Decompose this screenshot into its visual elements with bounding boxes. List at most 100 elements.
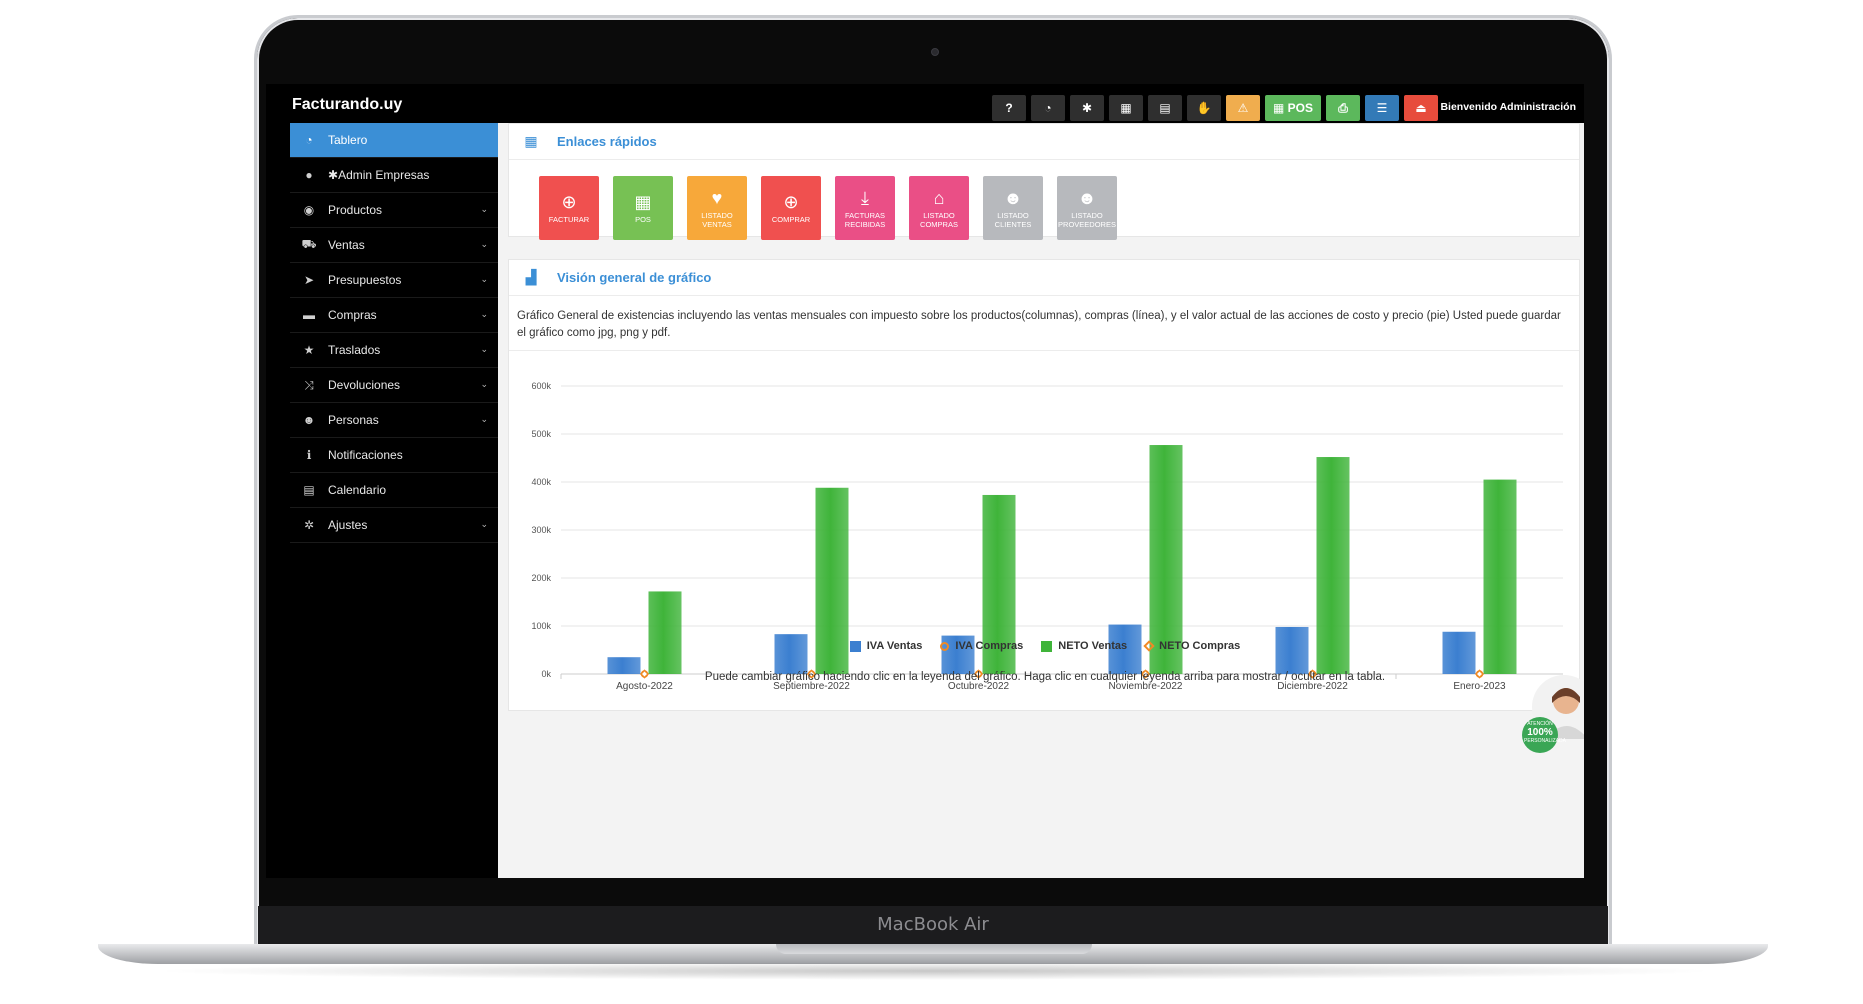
x-tick-label: Diciembre-2022 (1277, 681, 1348, 692)
dashboard-button[interactable]: ◔ (1030, 95, 1065, 121)
bar-iva-ventas (1275, 626, 1309, 674)
quick-link-facturar[interactable]: ⊕ FACTURAR (539, 176, 599, 240)
bar-iva-ventas (774, 634, 808, 674)
sidebar-item-ajustes[interactable]: ✲ Ajustes ⌄ (290, 508, 498, 543)
grid-icon: ▦ (524, 133, 538, 149)
help-button[interactable]: ? (991, 95, 1026, 121)
quick-links-title: Enlaces rápidos (557, 134, 657, 149)
sidebar-item-presupuestos[interactable]: ➤ Presupuestos ⌄ (290, 263, 498, 298)
point-neto-compras (639, 669, 650, 679)
calendar-button[interactable]: ▤ (1147, 95, 1182, 121)
product-icon: ◉ (303, 203, 315, 217)
chart-panel: ▟ Visión general de gráfico Gráfico Gene… (508, 259, 1580, 711)
x-tick-label: Agosto-2022 (616, 681, 673, 692)
point-neto-compras (1140, 669, 1151, 679)
sidebar-item-ventas[interactable]: ⛟ Ventas ⌄ (290, 228, 498, 263)
bar-neto-ventas (648, 591, 682, 674)
x-tick-label: Septiembre-2022 (773, 681, 850, 692)
legend-item-neto-compras[interactable]: NETO Compras (1143, 640, 1241, 652)
quick-link-comprar[interactable]: ⊕ COMPRAR (761, 176, 821, 240)
support-badge-text: ATENCIÓN 100% PERSONALIZADA (1524, 721, 1566, 744)
gears-icon: ✱ (328, 168, 339, 182)
printer-button[interactable]: ⎙ (1326, 95, 1360, 121)
warning-button[interactable]: ⚠ (1225, 95, 1260, 121)
quick-link-label: LISTADO CLIENTES (994, 210, 1032, 229)
bar-neto-ventas (1483, 479, 1517, 674)
sidebar-item-label: Calendario (328, 483, 387, 497)
card-icon: ▬ (303, 308, 315, 322)
welcome-text[interactable]: Bienvenido Administración (1440, 101, 1576, 113)
quick-link-facturas-recibidas[interactable]: ⤓ FACTURAS RECIBIDAS (835, 176, 895, 240)
legend-item-iva-ventas[interactable]: IVA Ventas (849, 640, 922, 652)
send-icon: ➤ (303, 273, 315, 287)
sidebar-item-label: Devoluciones (328, 378, 401, 392)
quick-link-label: COMPRAR (771, 215, 811, 224)
users-icon: ☻ (1003, 187, 1023, 208)
chart-note: Puede cambiar gráfico haciendo clic en l… (704, 671, 1386, 683)
signout-button[interactable]: ⏏ (1404, 95, 1438, 121)
printer-icon: ⎙ (1338, 100, 1348, 115)
bar-neto-ventas (1316, 457, 1350, 674)
calculator-button[interactable]: ▦ (1108, 95, 1143, 121)
cart-icon: ⛟ (301, 237, 317, 251)
chevron-down-icon: ⌄ (480, 519, 488, 529)
y-tick-label: 500k (531, 429, 551, 439)
star-icon: ★ (303, 343, 315, 357)
quick-link-listado-compras[interactable]: ⌂ LISTADO COMPRAS (909, 176, 969, 240)
bar-neto-ventas (982, 494, 1016, 674)
pos-button[interactable]: ▦ POS (1264, 95, 1321, 121)
y-tick-label: 100k (531, 621, 551, 631)
sidebar-item-label: Notificaciones (328, 448, 403, 462)
gears-button[interactable]: ✱ (1069, 95, 1104, 121)
bar-neto-ventas (1149, 445, 1183, 674)
hand-icon: ✋ (1196, 101, 1212, 115)
top-navbar: Facturando.uy ? ◔ ✱ ▦ ▤ ✋ ⚠ ▦ POS ⎙ ☰ ⏏ Bienvenido… (266, 84, 1584, 124)
bar-chart: 0k 100k 200k 300k 400k 500k 600k Agosto-2022 Sep… (531, 381, 1563, 692)
camera (931, 48, 939, 56)
y-tick-label: 600k (531, 381, 551, 391)
quick-link-listado-ventas[interactable]: ♥ LISTADO VENTAS (687, 176, 747, 240)
bar-neto-ventas (815, 487, 849, 674)
list-icon: ☰ (1376, 101, 1388, 115)
quick-link-label: LISTADO VENTAS (701, 210, 733, 229)
chevron-down-icon: ⌄ (480, 274, 488, 284)
sidebar-item-productos[interactable]: ◉ Productos ⌄ (290, 193, 498, 228)
sidebar-item-personas[interactable]: ☻ Personas ⌄ (290, 403, 498, 438)
sidebar-item-admin-empresas[interactable]: ● ✱ Admin Empresas (290, 158, 498, 193)
shuffle-icon: ⤨ (304, 377, 314, 392)
quick-link-label: FACTURAR (548, 215, 590, 224)
legend-item-neto-ventas[interactable]: NETO Ventas (1041, 640, 1127, 652)
legend-label: NETO Compras (1159, 640, 1241, 652)
sidebar-item-traslados[interactable]: ★ Traslados ⌄ (290, 333, 498, 368)
chart-area: 0k 100k 200k 300k 400k 500k 600k Agosto-2022 Sep… (509, 368, 1581, 738)
sidebar-item-compras[interactable]: ▬ Compras ⌄ (290, 298, 498, 333)
sidebar-item-notificaciones[interactable]: ℹ Notificaciones (290, 438, 498, 473)
legend-item-iva-compras[interactable]: IVA Compras (940, 640, 1023, 652)
app-screen: Facturando.uy ? ◔ ✱ ▦ ▤ ✋ ⚠ ▦ POS ⎙ ☰ ⏏ Bienvenido… (266, 84, 1584, 878)
hand-button[interactable]: ✋ (1186, 95, 1221, 121)
cog-icon: ✲ (303, 518, 315, 532)
chart-icon: ▟ (525, 269, 537, 285)
laptop-notch (776, 944, 1092, 954)
sidebar-item-calendario[interactable]: ▤ Calendario (290, 473, 498, 508)
list-button[interactable]: ☰ (1365, 95, 1399, 121)
laptop-shadow (150, 962, 1720, 980)
quick-link-listado-clientes[interactable]: ☻ LISTADO CLIENTES (983, 176, 1043, 240)
bar-iva-ventas (1442, 631, 1476, 674)
legend-swatch (849, 640, 861, 652)
chart-description: Gráfico General de existencias incluyend… (509, 296, 1579, 351)
laptop-base (98, 944, 1768, 964)
quick-link-label: POS (635, 215, 651, 224)
point-neto-compras (1307, 669, 1318, 679)
sidebar-item-devoluciones[interactable]: ⤨ Devoluciones ⌄ (290, 368, 498, 403)
quick-link-listado-proveedores[interactable]: ☻ LISTADO PROVEEDORES (1057, 176, 1117, 240)
support-badge[interactable]: ATENCIÓN 100% PERSONALIZADA (1518, 673, 1584, 755)
quick-link-pos[interactable]: ▦ POS (613, 176, 673, 240)
plus-circle-icon: ⊕ (561, 192, 577, 212)
sidebar-item-tablero[interactable]: ◔ Tablero (290, 123, 498, 158)
brand-logo[interactable]: Facturando.uy (292, 96, 403, 113)
sidebar-item-label: Presupuestos (328, 273, 402, 287)
quick-links-panel: ▦ Enlaces rápidos ⊕ FACTURAR ▦ POS ♥ LISTADO … (508, 123, 1580, 240)
chevron-down-icon: ⌄ (480, 344, 488, 354)
help-icon: ? (1005, 101, 1013, 115)
